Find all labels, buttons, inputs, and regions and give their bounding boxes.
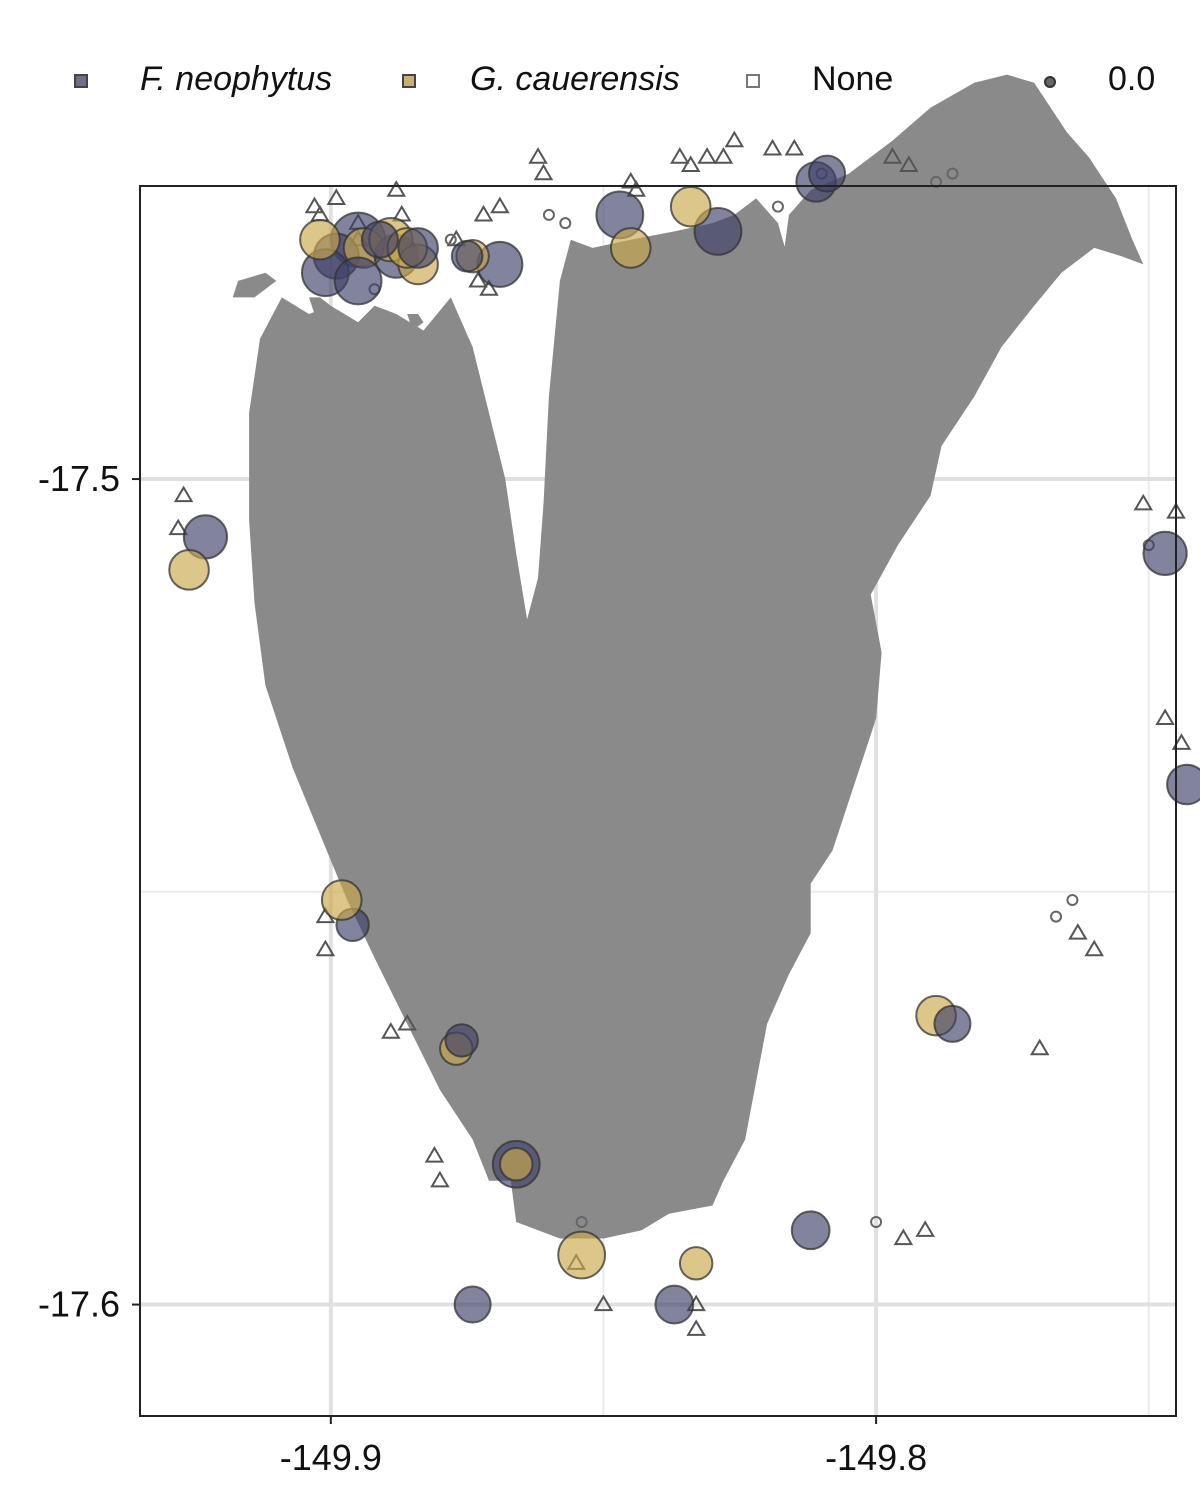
none-marker (713, 147, 734, 164)
zero-marker (559, 217, 572, 230)
none-marker (697, 147, 717, 164)
occurrence-g-cauerensis (499, 1147, 534, 1182)
islet (309, 297, 331, 314)
occurrence-f-neophytus (453, 1285, 492, 1324)
islet (232, 272, 277, 298)
occurrence-g-cauerensis (299, 218, 341, 261)
occurrence-f-neophytus (397, 227, 439, 269)
island-landmass (232, 74, 1144, 1239)
legend-label-g-cauerensis: G. cauerensis (470, 60, 680, 98)
none-marker (680, 155, 701, 172)
none-marker (424, 1145, 445, 1163)
occurrence-f-neophytus (1166, 763, 1200, 806)
none-marker (899, 155, 919, 172)
zero-marker (444, 233, 457, 246)
none-marker (479, 279, 499, 296)
none-marker (304, 196, 325, 214)
none-marker (173, 485, 194, 503)
occurrence-f-neophytus (450, 239, 484, 273)
none-marker (473, 204, 494, 222)
none-marker (490, 196, 510, 214)
occurrence-f-neophytus (360, 220, 399, 259)
none-marker (620, 171, 641, 189)
occurrence-f-neophytus (808, 154, 847, 193)
none-marker (1029, 1038, 1050, 1056)
none-marker (915, 1220, 935, 1237)
none-marker (686, 1319, 706, 1336)
occurrence-g-cauerensis (609, 227, 652, 269)
legend-key-g-cauerensis (402, 74, 416, 88)
legend-label-f-neophytus: F. neophytus (140, 60, 333, 98)
legend-key-none (746, 74, 760, 88)
none-marker (533, 163, 554, 181)
zero-marker (946, 167, 959, 180)
none-marker (1133, 493, 1154, 511)
legend-size-key (1044, 76, 1056, 88)
zero-marker (771, 200, 784, 213)
none-marker (882, 147, 903, 164)
occurrence-f-neophytus (933, 1004, 972, 1043)
none-marker (326, 188, 347, 205)
zero-marker (870, 1216, 883, 1229)
none-marker (386, 180, 407, 197)
occurrence-f-neophytus (333, 256, 383, 306)
y-tick-label: -17.5 (38, 458, 120, 499)
occurrence-g-cauerensis (669, 185, 712, 228)
occurrence-g-cauerensis (168, 549, 210, 591)
x-tick-label: -149.9 (280, 1437, 382, 1478)
occurrence-g-cauerensis (557, 1230, 607, 1280)
y-tick-label: -17.6 (38, 1284, 120, 1325)
none-marker (397, 1013, 417, 1031)
island-main (249, 74, 1144, 1239)
legend-key-f-neophytus (74, 74, 88, 88)
occurrence-f-neophytus (654, 1284, 695, 1325)
none-marker (528, 147, 548, 164)
islet (407, 314, 424, 331)
none-marker (1084, 939, 1104, 957)
none-marker (430, 1170, 450, 1188)
none-marker (168, 518, 188, 536)
legend: F. neophytus G. cauerensis None 0.0 (0, 50, 1200, 114)
none-marker (593, 1294, 614, 1312)
none-marker (1068, 923, 1088, 940)
none-marker (315, 939, 336, 957)
none-marker (893, 1228, 914, 1246)
legend-label-none: None (812, 60, 894, 98)
none-marker (381, 1022, 401, 1039)
none-marker (626, 180, 646, 197)
none-marker (670, 147, 690, 164)
none-marker (724, 130, 745, 148)
zero-marker (575, 1216, 588, 1229)
zero-marker (1050, 910, 1063, 923)
occurrence-g-cauerensis (678, 1246, 714, 1281)
occurrence-circles (168, 154, 1200, 1325)
panel-border (139, 185, 1177, 1417)
none-marker (1171, 733, 1192, 750)
none-marker (762, 138, 783, 156)
none-marker (784, 138, 805, 156)
x-tick-label: -149.8 (825, 1437, 927, 1478)
zero-marker (1066, 894, 1079, 907)
occurrence-f-neophytus (444, 1023, 479, 1058)
occurrence-f-neophytus (790, 1210, 831, 1251)
legend-size-label: 0.0 (1108, 60, 1156, 98)
none-marker (1155, 708, 1175, 726)
occurrence-g-cauerensis (320, 879, 363, 921)
axes: -149.9 -149.8 -17.5 -17.6 (38, 458, 927, 1478)
zero-marker (542, 208, 555, 221)
occurrence-f-neophytus (1142, 530, 1188, 576)
none-markers (168, 130, 1192, 1336)
